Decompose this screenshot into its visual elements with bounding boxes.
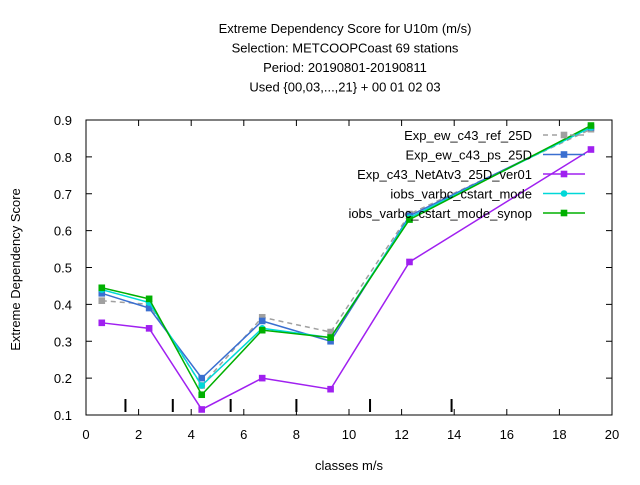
x-tick-label: 2	[135, 427, 142, 442]
series-lines	[98, 122, 595, 413]
data-point	[327, 385, 334, 393]
legend-label: Exp_ew_c43_ref_25D	[404, 128, 532, 143]
data-point	[327, 337, 334, 345]
data-point	[587, 122, 595, 129]
data-point	[198, 406, 206, 413]
y-axis-label: Extreme Dependency Score	[8, 188, 23, 351]
data-point	[198, 391, 206, 399]
series-3	[98, 146, 595, 413]
title-line-3: Period: 20190801-20190811	[263, 60, 427, 75]
y-tick-label: 0.1	[54, 408, 72, 423]
legend-label: Exp_ew_c43_ps_25D	[406, 148, 532, 163]
y-tick-label: 0.2	[54, 371, 72, 386]
y-tick-label: 0.5	[54, 261, 72, 276]
axis-ticks: 0 2 4 6 8 10 12 14 16 18 20 0.1 0.2 0.3 0.4 0.5 0.6 0.7 0.…	[54, 113, 619, 442]
x-tick-label: 8	[293, 427, 300, 442]
data-point	[587, 146, 595, 153]
data-point	[258, 374, 266, 382]
legend-marker	[560, 131, 568, 139]
data-point	[98, 297, 106, 304]
title-line-2: Selection: METCOOPCoast 69 stations	[232, 41, 459, 56]
x-tick-label: 12	[394, 427, 408, 442]
y-tick-label: 0.4	[54, 297, 72, 312]
y-tick-label: 0.3	[54, 334, 72, 349]
legend-label: Exp_c43_NetAtv3_25D_ver01	[357, 167, 532, 182]
legend-label: iobs_varbc_cstart_mode_synop	[348, 206, 532, 221]
data-point	[198, 382, 206, 389]
x-tick-label: 0	[82, 427, 89, 442]
series-5	[98, 122, 595, 399]
data-point	[145, 325, 153, 332]
legend: Exp_ew_c43_ref_25D Exp_ew_c43_ps_25D Exp_c…	[348, 128, 585, 221]
title-line-4: Used {00,03,...,21} + 00 01 02 03	[249, 80, 440, 95]
x-tick-label: 4	[188, 427, 195, 442]
x-tick-label: 18	[552, 427, 566, 442]
plot-area-frame	[85, 119, 613, 416]
x-tick-label: 20	[605, 427, 619, 442]
data-point	[406, 258, 413, 266]
legend-marker	[560, 190, 568, 197]
data-point	[145, 295, 153, 303]
y-tick-label: 0.9	[54, 113, 72, 128]
data-point	[258, 326, 266, 334]
x-tick-label: 10	[342, 427, 356, 442]
series-line	[101, 126, 592, 380]
data-point	[198, 374, 206, 382]
data-point	[258, 313, 266, 321]
x-tick-label: 16	[500, 427, 514, 442]
data-point	[406, 216, 413, 223]
legend-label: iobs_varbc_cstart_mode	[390, 187, 532, 202]
series-4	[98, 124, 595, 389]
data-point	[327, 334, 334, 341]
x-tick-label: 14	[447, 427, 461, 442]
chart-title: Extreme Dependency Score for U10m (m/s) S…	[219, 21, 472, 95]
legend-marker	[560, 209, 568, 217]
class-boundary-marks	[124, 399, 453, 412]
data-point	[327, 328, 334, 336]
data-point	[145, 304, 153, 312]
y-tick-label: 0.7	[54, 187, 72, 202]
series-line	[101, 124, 592, 396]
legend-marker	[560, 151, 568, 158]
data-point	[98, 284, 106, 292]
y-tick-label: 0.6	[54, 224, 72, 239]
data-point	[258, 317, 266, 325]
data-point	[98, 290, 106, 297]
y-tick-label: 0.8	[54, 150, 72, 165]
title-line-1: Extreme Dependency Score for U10m (m/s)	[219, 21, 472, 36]
x-axis-label: classes m/s	[315, 458, 383, 473]
data-point	[98, 319, 106, 327]
x-tick-label: 6	[240, 427, 247, 442]
legend-marker	[560, 170, 568, 178]
series-1	[98, 125, 595, 389]
